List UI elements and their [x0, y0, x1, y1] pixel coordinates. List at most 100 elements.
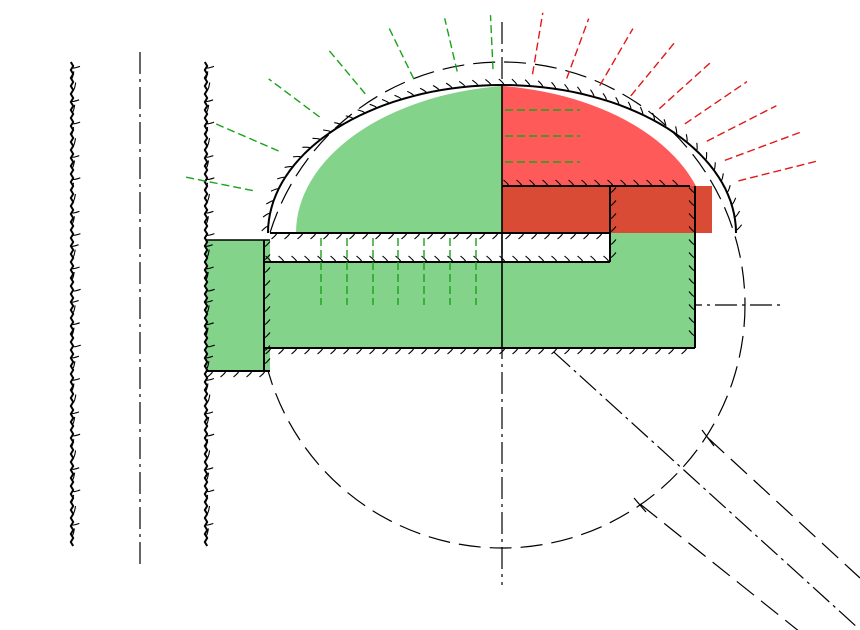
red-leader-radial	[531, 12, 544, 75]
hatch-mark	[71, 65, 81, 69]
hatch-mark	[205, 104, 210, 113]
hatch-mark	[357, 109, 366, 114]
hatch-mark	[291, 255, 298, 263]
hatch-mark	[317, 347, 324, 355]
hatch-mark	[734, 210, 741, 218]
hatch-mark	[382, 347, 389, 355]
hatch-mark	[206, 288, 215, 292]
hatch-mark	[629, 347, 636, 355]
hatch-mark	[395, 255, 402, 263]
hatch-mark	[590, 89, 595, 98]
hatch-mark	[531, 232, 538, 240]
red-leader-radial	[724, 131, 801, 162]
hatch-mark	[302, 146, 311, 149]
diagonal-end-tick-lower	[633, 497, 647, 513]
hatch-mark	[204, 494, 209, 503]
hatch-mark	[394, 94, 402, 100]
hatch-mark	[206, 193, 210, 202]
hatch-mark	[72, 193, 76, 202]
hatch-mark	[688, 291, 696, 298]
green-leader-radial	[489, 15, 494, 70]
hatch-mark	[72, 450, 77, 459]
hatch-mark	[206, 416, 210, 425]
hatch-mark	[263, 345, 271, 352]
hatch-mark	[577, 255, 584, 263]
red-leader-lines	[531, 12, 819, 182]
hatch-mark	[205, 71, 209, 80]
hatch-mark	[349, 232, 356, 240]
hatch-mark	[421, 255, 428, 263]
hatch-mark	[564, 347, 571, 355]
hatch-mark	[602, 92, 607, 101]
hatch-mark	[205, 160, 210, 169]
hatch-mark	[70, 355, 80, 359]
hatch-mark	[70, 299, 79, 303]
hatch-mark	[263, 358, 271, 365]
hatch-mark	[627, 101, 632, 110]
hatch-mark	[205, 271, 209, 280]
hatch-mark	[388, 232, 395, 240]
hatch-mark	[460, 255, 467, 263]
hatch-mark	[538, 347, 545, 355]
hatch-mark	[688, 304, 696, 311]
diagonal-dashed-line-upper	[707, 437, 860, 579]
hatch-mark	[529, 179, 536, 187]
hatch-mark	[205, 472, 210, 481]
hatch-mark	[427, 232, 434, 240]
hatch-mark	[381, 98, 390, 104]
hatch-mark	[204, 127, 209, 136]
hatch-mark	[205, 327, 209, 336]
hatch-mark	[538, 255, 545, 263]
green-horizontal-arm	[264, 233, 695, 348]
hatch-mark	[735, 224, 743, 231]
hatch-mark	[71, 216, 75, 225]
hatch-mark	[205, 322, 214, 325]
hatch-mark	[262, 212, 271, 218]
hatch-mark	[206, 82, 211, 91]
hatch-mark	[284, 166, 293, 169]
hatch-mark	[334, 122, 343, 126]
hatch-mark	[642, 347, 649, 355]
hatch-mark	[525, 255, 532, 263]
hatch-mark	[356, 347, 363, 355]
hatch-mark	[445, 82, 453, 89]
red-leader-radial	[684, 81, 748, 125]
hatch-mark	[633, 179, 640, 187]
hatch-mark	[499, 255, 506, 263]
hatch-mark	[688, 213, 696, 220]
hatch-mark	[668, 347, 675, 355]
hatch-mark	[434, 347, 441, 355]
green-leader-radial	[444, 18, 458, 72]
hatch-mark	[564, 83, 570, 92]
diagonal-dashed-line-lower	[639, 503, 799, 630]
hatch-mark	[330, 255, 337, 263]
hatch-mark	[205, 210, 214, 214]
hatch-mark	[375, 232, 382, 240]
hatch-mark	[220, 370, 227, 378]
hatch-mark	[206, 506, 211, 515]
hatch-mark	[263, 306, 271, 313]
hatch-mark	[537, 80, 544, 88]
hatch-mark	[278, 255, 285, 263]
hatch-mark	[685, 134, 688, 143]
hatch-mark	[369, 347, 376, 355]
hatch-mark	[204, 244, 213, 247]
hatch-mark	[652, 112, 656, 122]
hatch-mark	[492, 232, 499, 240]
hatch-mark	[620, 179, 627, 187]
hatch-mark	[261, 225, 269, 232]
hatch-mark	[206, 361, 210, 370]
hatch-mark	[266, 200, 274, 205]
hatch-mark	[583, 232, 590, 240]
hatched-surface-edges	[69, 61, 743, 547]
hatch-mark	[206, 249, 210, 258]
red-leader-radial	[630, 42, 676, 97]
hatch-mark	[263, 293, 271, 300]
hatched-slot-top	[270, 232, 610, 240]
hatch-mark	[447, 255, 454, 263]
green-leader-lines	[183, 15, 580, 305]
hatch-mark	[206, 305, 210, 314]
hatched-arm-end	[688, 186, 696, 348]
hatch-mark	[590, 347, 597, 355]
red-leader-radial	[706, 105, 777, 142]
